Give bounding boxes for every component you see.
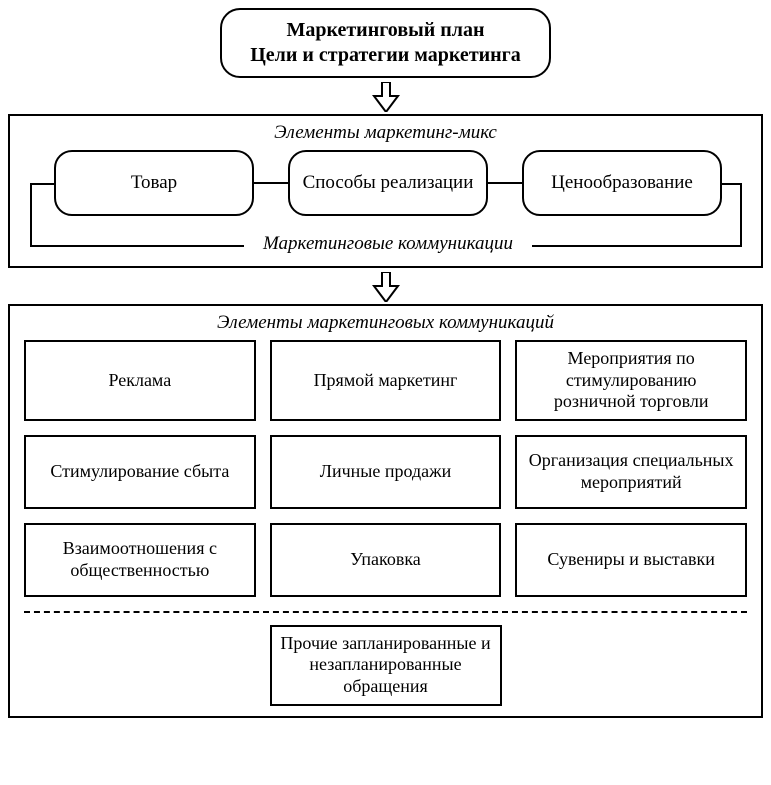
mix-card-pricing: Ценообразование <box>522 150 722 216</box>
mix-card-product: Товар <box>54 150 254 216</box>
bracket-right-v <box>740 183 742 245</box>
cell-sales-promo: Стимулирование сбыта <box>24 435 256 509</box>
arrow-down-2 <box>8 272 763 302</box>
cell-other-appeals-label: Прочие запланированные и незапланированн… <box>280 633 492 698</box>
mix-connector-1 <box>254 182 288 184</box>
bracket-bottom-r <box>532 245 742 247</box>
mix-section-title: Элементы маркетинг-микс <box>24 122 747 144</box>
header-box: Маркетинговый план Цели и стратегии марк… <box>220 8 551 78</box>
header-line2: Цели и стратегии маркетинга <box>250 43 521 68</box>
mix-card-distribution: Способы реализации <box>288 150 488 216</box>
mix-caption: Маркетинговые коммуникации <box>244 233 532 255</box>
mix-connector-2 <box>488 182 522 184</box>
cell-packaging: Упаковка <box>270 523 502 597</box>
bracket-bottom-l <box>30 245 244 247</box>
bracket-left-h1 <box>30 183 54 185</box>
cell-sales-promo-label: Стимулирование сбыта <box>50 461 229 483</box>
comm-section: Элементы маркетинговых коммуникаций Рекл… <box>8 304 763 718</box>
cell-direct-marketing-label: Прямой маркетинг <box>314 370 458 392</box>
cell-packaging-label: Упаковка <box>350 549 421 571</box>
cell-advertising: Реклама <box>24 340 256 421</box>
comm-section-title: Элементы маркетинговых коммуникаций <box>24 312 747 334</box>
cell-souvenirs-label: Сувениры и выставки <box>547 549 714 571</box>
header-line1: Маркетинговый план <box>250 18 521 43</box>
cell-direct-marketing: Прямой маркетинг <box>270 340 502 421</box>
cell-advertising-label: Реклама <box>108 370 171 392</box>
mix-card-pricing-label: Ценообразование <box>551 172 693 195</box>
mix-card-distribution-label: Способы реализации <box>303 172 474 195</box>
comm-row-1: Реклама Прямой маркетинг Мероприятия по … <box>24 340 747 421</box>
cell-retail-promo-label: Мероприятия по стимулированию розничной … <box>525 348 737 413</box>
cell-personal-sales: Личные продажи <box>270 435 502 509</box>
cell-pr-label: Взаимоотношения с общественностью <box>34 538 246 581</box>
arrow-down-1 <box>8 82 763 112</box>
cell-retail-promo: Мероприятия по стимулированию розничной … <box>515 340 747 421</box>
mix-section: Элементы маркетинг-микс Товар Способы ре… <box>8 114 763 268</box>
bracket-right-h1 <box>722 183 742 185</box>
comm-row-2: Стимулирование сбыта Личные продажи Орга… <box>24 435 747 509</box>
cell-other-appeals: Прочие запланированные и незапланированн… <box>270 625 502 706</box>
cell-special-events-label: Организация специальных мероприятий <box>525 450 737 493</box>
mix-card-product-label: Товар <box>131 172 177 195</box>
comm-row-3: Взаимоотношения с общественностью Упаков… <box>24 523 747 597</box>
mix-cards-wrap: Товар Способы реализации Ценообразование… <box>24 150 747 256</box>
bracket-left-v <box>30 183 32 245</box>
cell-souvenirs: Сувениры и выставки <box>515 523 747 597</box>
cell-pr: Взаимоотношения с общественностью <box>24 523 256 597</box>
cell-personal-sales-label: Личные продажи <box>320 461 451 483</box>
dashed-divider <box>24 611 747 613</box>
cell-special-events: Организация специальных мероприятий <box>515 435 747 509</box>
